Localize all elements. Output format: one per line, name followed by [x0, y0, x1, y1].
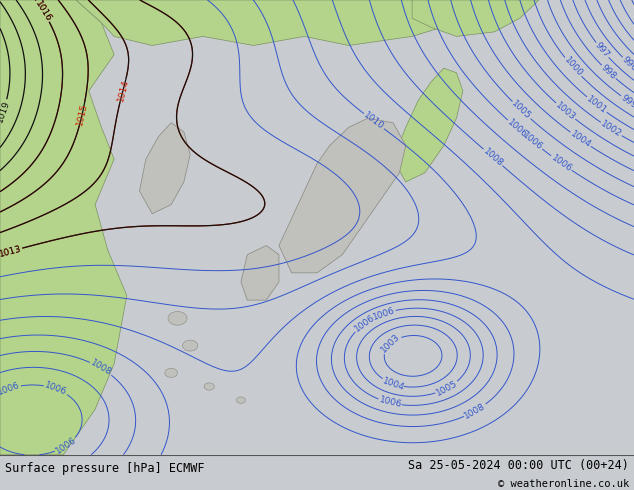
Text: 1005: 1005: [510, 99, 533, 122]
Text: 1010: 1010: [362, 111, 386, 132]
Text: 999: 999: [619, 93, 634, 110]
Circle shape: [236, 397, 245, 403]
Polygon shape: [139, 123, 190, 214]
Text: 1006: 1006: [353, 313, 377, 334]
Text: 1002: 1002: [599, 119, 623, 139]
Text: © weatheronline.co.uk: © weatheronline.co.uk: [498, 479, 629, 489]
Text: 1019: 1019: [0, 99, 11, 123]
Text: 1006: 1006: [521, 130, 544, 152]
Circle shape: [168, 312, 187, 325]
Polygon shape: [241, 245, 279, 300]
Text: 1006: 1006: [54, 436, 78, 456]
Text: 1014: 1014: [116, 78, 130, 102]
Circle shape: [165, 368, 178, 377]
Polygon shape: [393, 68, 463, 182]
Text: 998: 998: [599, 63, 618, 81]
Circle shape: [183, 340, 198, 351]
Text: 1006: 1006: [549, 153, 573, 173]
Polygon shape: [0, 0, 127, 455]
Text: 1005: 1005: [435, 379, 459, 397]
Polygon shape: [279, 118, 406, 273]
Text: 1003: 1003: [379, 332, 402, 355]
Text: 1006: 1006: [378, 396, 403, 410]
Text: 996: 996: [620, 54, 634, 73]
Text: 1008: 1008: [463, 401, 488, 420]
Circle shape: [204, 383, 214, 390]
Text: 1008: 1008: [89, 358, 113, 378]
Text: 1004: 1004: [569, 129, 593, 149]
Text: 1004: 1004: [382, 376, 406, 392]
Text: 1016: 1016: [33, 0, 53, 23]
Text: 1000: 1000: [562, 55, 584, 79]
Text: Surface pressure [hPa] ECMWF: Surface pressure [hPa] ECMWF: [5, 462, 205, 475]
Text: 1003: 1003: [554, 100, 577, 122]
Text: 1006: 1006: [0, 381, 22, 397]
Text: 997: 997: [593, 41, 611, 60]
Text: 1006: 1006: [372, 306, 396, 322]
Text: 1013: 1013: [0, 244, 22, 259]
Text: 1001: 1001: [585, 94, 609, 116]
Text: 1016: 1016: [33, 0, 53, 23]
Text: 1013: 1013: [0, 244, 22, 259]
Text: 1008: 1008: [481, 147, 505, 169]
Polygon shape: [76, 0, 476, 46]
Text: 1006: 1006: [44, 381, 68, 397]
Polygon shape: [412, 0, 539, 36]
Text: Sa 25-05-2024 00:00 UTC (00+24): Sa 25-05-2024 00:00 UTC (00+24): [408, 459, 629, 472]
Text: 1015: 1015: [75, 102, 89, 126]
Text: 1006: 1006: [505, 118, 529, 139]
